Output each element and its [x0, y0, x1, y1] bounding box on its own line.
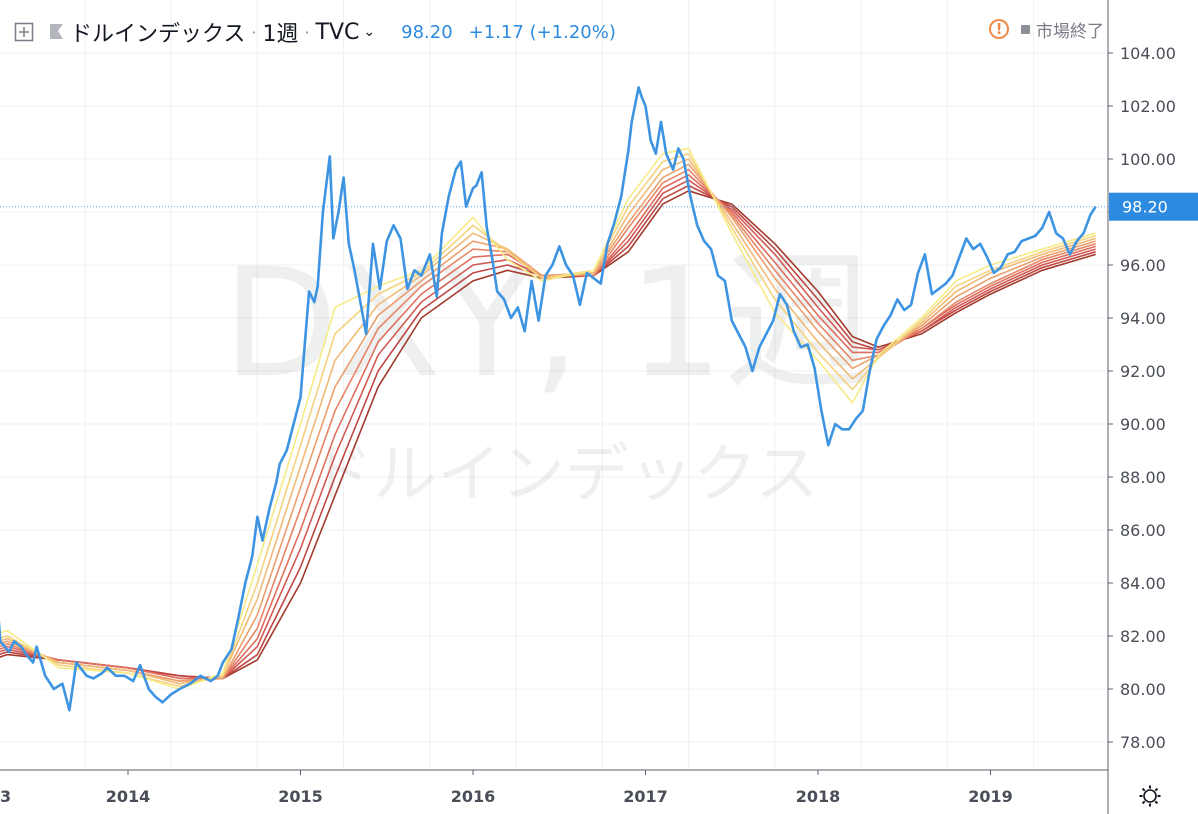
- exclamation-circle-icon[interactable]: !: [989, 19, 1009, 39]
- interval-label[interactable]: 1週: [262, 22, 299, 47]
- x-tick-label: 2018: [796, 787, 841, 806]
- gear-icon[interactable]: [1139, 785, 1161, 807]
- ema-ribbon-line-1: [0, 147, 1096, 690]
- last-price-badge: [1109, 192, 1198, 221]
- x-tick-label: 2016: [451, 787, 496, 806]
- market-status: ! 市場終了: [989, 14, 1104, 44]
- watermark-ticker: DXY, 1週: [223, 237, 874, 411]
- flag-icon[interactable]: [48, 22, 64, 42]
- square-plus-icon[interactable]: [14, 22, 34, 42]
- x-tick-label: 3: [0, 787, 11, 806]
- chart-header: ドルインデックス · 1週 · TVC ⌄ 98.20 +1.17 (+1.20…: [14, 14, 616, 50]
- x-tick-label: 2015: [278, 787, 323, 806]
- price-line[interactable]: [0, 86, 1097, 712]
- y-tick-label: 80.00: [1120, 680, 1166, 699]
- market-status-text: 市場終了: [1036, 21, 1104, 42]
- price-change: +1.17 (+1.20%): [469, 22, 616, 43]
- y-tick-label: 94.00: [1120, 309, 1166, 328]
- y-tick-label: 92.00: [1120, 362, 1166, 381]
- y-tick-label: 102.00: [1120, 97, 1176, 116]
- change-value: +1.17: [468, 21, 524, 43]
- market-status-dot: [1021, 24, 1030, 34]
- separator-dot: ·: [304, 22, 310, 42]
- y-tick-label: 84.00: [1120, 574, 1166, 593]
- separator-dot: ·: [251, 22, 257, 42]
- last-price-badge-text: 98.20: [1122, 198, 1168, 217]
- watermark-name: ドルインデックス: [309, 438, 819, 512]
- y-tick-label: 104.00: [1120, 44, 1176, 63]
- y-tick-label: 96.00: [1120, 256, 1166, 275]
- chevron-down-icon[interactable]: ⌄: [363, 24, 376, 40]
- symbol-name[interactable]: ドルインデックス: [70, 22, 246, 47]
- y-tick-label: 78.00: [1120, 733, 1166, 752]
- exchange-label[interactable]: TVC: [315, 19, 360, 45]
- change-percent: (+1.20%): [529, 21, 616, 43]
- y-tick-label: 90.00: [1120, 415, 1166, 434]
- y-tick-label: 82.00: [1120, 627, 1166, 646]
- last-price: 98.20: [401, 21, 453, 43]
- y-tick-label: 100.00: [1120, 150, 1176, 169]
- x-tick-label: 2017: [623, 787, 668, 806]
- y-tick-label: 86.00: [1120, 521, 1166, 540]
- x-tick-label: 2014: [106, 787, 151, 806]
- y-tick-label: 88.00: [1120, 468, 1166, 487]
- ema-ribbon-line-2: [0, 152, 1096, 688]
- quote-values: 98.20 +1.17 (+1.20%): [401, 22, 616, 43]
- x-tick-label: 2019: [968, 787, 1013, 806]
